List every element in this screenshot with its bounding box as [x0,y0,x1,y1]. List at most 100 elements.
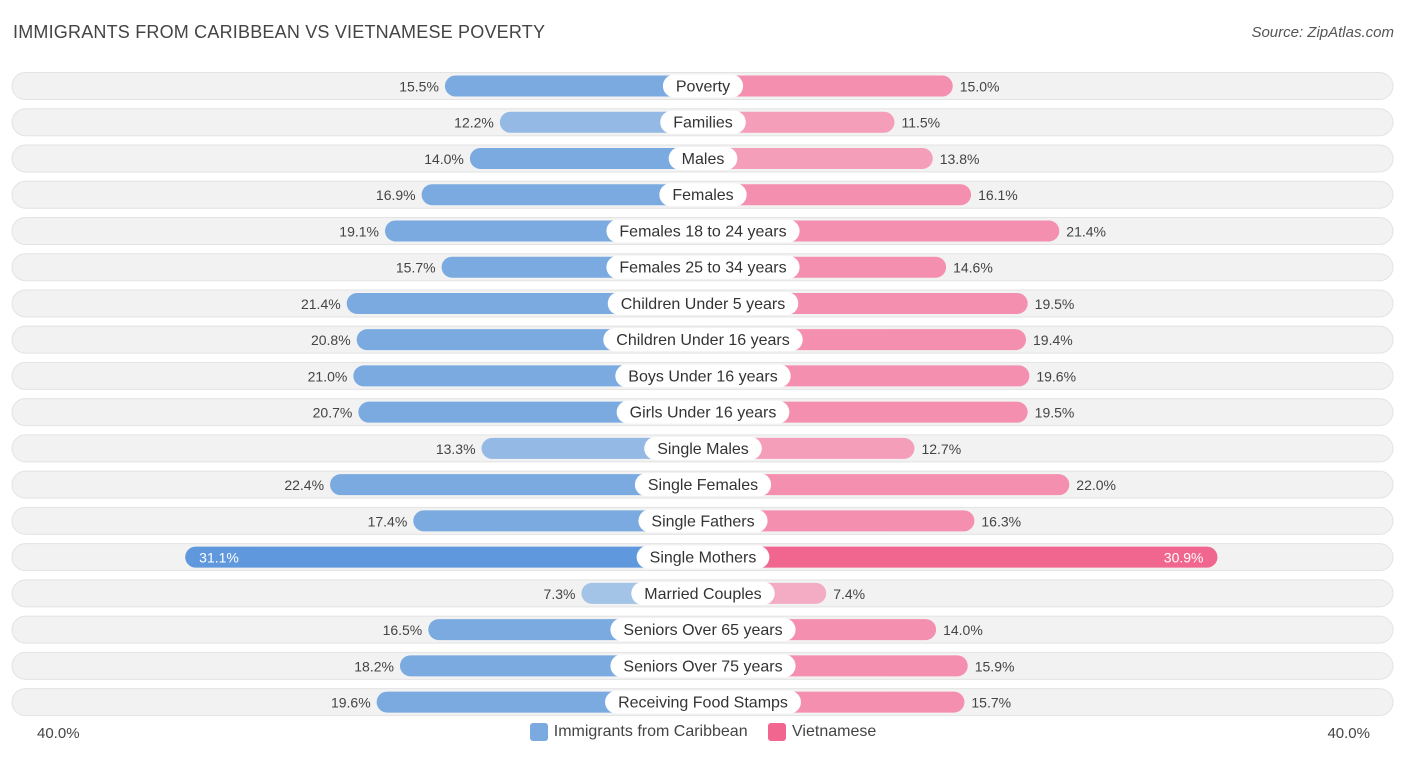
category-pill-single-females [634,473,772,497]
category-label-families: Families [673,115,733,132]
value-caribbean-seniors-over-65-years: 16.5% [383,622,423,638]
value-vietnamese-receiving-food-stamps: 15.7% [971,695,1011,711]
category-label-girls-under-16-years: Girls Under 16 years [630,405,777,422]
category-pill-receiving-food-stamps [605,690,801,714]
value-caribbean-single-males: 13.3% [436,441,476,457]
value-vietnamese-single-males: 12.7% [921,441,961,457]
value-vietnamese-children-under-5-years: 19.5% [1035,296,1075,312]
bar-caribbean-poverty [444,75,703,97]
bar-vietnamese-males [703,147,933,169]
value-caribbean-boys-under-16-years: 21.0% [308,368,348,384]
value-vietnamese-families: 11.5% [901,115,940,131]
bar-caribbean-males [469,147,703,169]
category-pill-families [660,110,746,134]
legend-item-caribbean[interactable]: Immigrants from Caribbean [529,723,748,741]
value-caribbean-children-under-16-years: 20.8% [311,332,351,348]
category-pill-married-couples [631,581,775,605]
category-pill-males [668,146,738,170]
category-pill-females [659,183,747,207]
value-vietnamese-seniors-over-65-years: 14.0% [943,622,983,638]
value-vietnamese-boys-under-16-years: 19.6% [1036,368,1076,384]
value-caribbean-males: 14.0% [424,151,464,167]
category-pill-single-mothers [636,545,770,569]
category-label-females: Females [672,187,733,204]
bar-caribbean-single-females [330,474,703,496]
bar-caribbean-families [499,111,703,133]
category-pill-girls-under-16-years [616,400,790,424]
bar-vietnamese-families [703,111,895,133]
category-label-seniors-over-75-years: Seniors Over 75 years [623,658,782,675]
category-label-single-mothers: Single Mothers [650,550,757,567]
legend: Immigrants from Caribbean Vietnamese [0,723,1406,746]
category-label-single-females: Single Females [648,477,758,494]
category-label-children-under-5-years: Children Under 5 years [621,296,786,313]
value-caribbean-married-couples: 7.3% [544,586,576,602]
value-vietnamese-females: 16.1% [978,187,1018,203]
value-vietnamese-girls-under-16-years: 19.5% [1035,405,1075,421]
value-vietnamese-children-under-16-years: 19.4% [1033,332,1073,348]
value-vietnamese-males: 13.8% [940,151,980,167]
chart-title: IMMIGRANTS FROM CARIBBEAN VS VIETNAMESE … [13,22,546,42]
category-label-single-fathers: Single Fathers [651,513,754,530]
bar-caribbean-single-mothers [185,546,703,568]
value-vietnamese-females-18-to-24-years: 21.4% [1066,223,1106,239]
axis-right-label: 40.0% [1327,725,1370,742]
value-vietnamese-single-mothers: 30.9% [1164,550,1204,566]
legend-label-caribbean: Immigrants from Caribbean [553,723,748,740]
value-caribbean-females-18-to-24-years: 19.1% [339,223,379,239]
category-label-single-males: Single Males [657,441,749,458]
value-caribbean-single-females: 22.4% [284,477,324,493]
value-vietnamese-married-couples: 7.4% [833,586,865,602]
legend-item-vietnamese[interactable]: Vietnamese [768,723,876,741]
bar-vietnamese-poverty [703,75,953,97]
bar-vietnamese-single-females [703,474,1070,496]
category-label-females-25-to-34-years: Females 25 to 34 years [619,260,786,277]
value-caribbean-females: 16.9% [376,187,416,203]
value-caribbean-females-25-to-34-years: 15.7% [396,260,436,276]
category-label-females-18-to-24-years: Females 18 to 24 years [619,223,786,240]
bar-caribbean-single-fathers [413,510,703,532]
category-label-receiving-food-stamps: Receiving Food Stamps [618,695,788,712]
value-vietnamese-single-females: 22.0% [1076,477,1116,493]
chart-svg: 15.5% 15.0% Poverty 12.2% 11.5% Families 14.0%… [11,72,1394,717]
category-pill-seniors-over-75-years [610,654,796,678]
category-label-children-under-16-years: Children Under 16 years [616,332,789,349]
category-pill-seniors-over-65-years [610,618,796,642]
value-vietnamese-females-25-to-34-years: 14.6% [953,260,993,276]
category-pill-females-18-to-24-years [606,219,800,243]
category-pill-single-fathers [638,509,768,533]
bar-caribbean-boys-under-16-years [353,365,703,387]
category-label-married-couples: Married Couples [644,586,761,603]
category-pill-poverty [662,74,744,98]
value-caribbean-poverty: 15.5% [399,79,439,95]
axis-left-label: 40.0% [37,725,80,742]
category-pill-children-under-5-years [607,291,799,315]
bar-vietnamese-single-fathers [703,510,975,532]
bar-caribbean-girls-under-16-years [358,401,703,423]
category-pill-females-25-to-34-years [606,255,800,279]
category-pill-boys-under-16-years [615,364,791,388]
category-label-males: Males [682,151,725,168]
legend-label-vietnamese: Vietnamese [792,723,877,740]
legend-swatch-caribbean [529,723,548,741]
value-caribbean-receiving-food-stamps: 19.6% [331,695,371,711]
bar-caribbean-females [421,184,703,206]
bar-vietnamese-females [703,184,972,206]
value-vietnamese-poverty: 15.0% [960,79,1000,95]
value-vietnamese-seniors-over-75-years: 15.9% [975,658,1015,674]
value-caribbean-girls-under-16-years: 20.7% [313,405,353,421]
category-label-seniors-over-65-years: Seniors Over 65 years [623,622,782,639]
category-pill-children-under-16-years [603,328,803,352]
category-label-poverty: Poverty [676,79,730,96]
category-label-boys-under-16-years: Boys Under 16 years [628,368,777,385]
legend-swatch-vietnamese [768,723,787,741]
bar-vietnamese-single-mothers [703,546,1218,568]
value-vietnamese-single-fathers: 16.3% [981,513,1021,529]
value-caribbean-single-mothers: 31.1% [199,550,239,566]
category-pill-single-males [644,436,762,460]
value-caribbean-single-fathers: 17.4% [368,513,408,529]
value-caribbean-families: 12.2% [454,115,494,131]
value-caribbean-children-under-5-years: 21.4% [301,296,341,312]
value-caribbean-seniors-over-75-years: 18.2% [354,658,394,674]
source-label: Source: ZipAtlas.com [1251,24,1394,41]
